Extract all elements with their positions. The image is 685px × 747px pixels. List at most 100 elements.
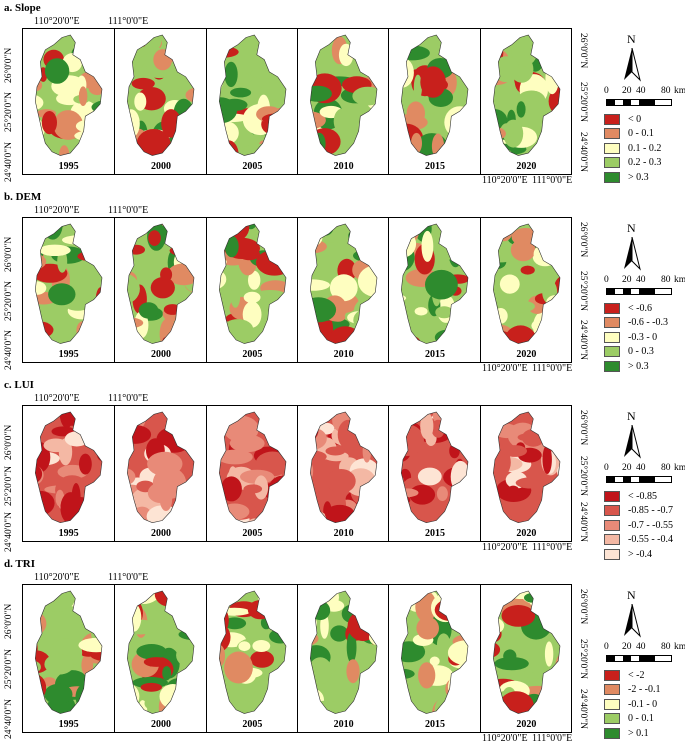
scale-bar-graphic <box>606 655 672 662</box>
map-1 <box>127 223 195 344</box>
map-cell-2000: 2000 <box>114 585 206 732</box>
legend-swatch <box>604 548 620 560</box>
legend-label: < 0 <box>628 113 642 125</box>
legend-label: > -0.4 <box>628 548 652 560</box>
legend-swatch <box>604 490 620 502</box>
year-label: 2000 <box>150 719 171 730</box>
north-arrow-icon <box>624 237 641 271</box>
legend-item: 0 - 0.1 <box>604 127 661 142</box>
lat-label-right: 24°40'0"N <box>578 501 588 542</box>
scale-label: 40 <box>636 642 646 652</box>
year-label: 2005 <box>242 528 263 539</box>
year-label: 1995 <box>58 349 79 360</box>
lat-label-right: 24°40'0"N <box>578 319 588 360</box>
map-cell-2015: 2015 <box>388 585 480 732</box>
year-label: 2020 <box>516 528 537 539</box>
lon-label-west: 110°20'0"E <box>34 205 80 216</box>
map-cell-1995: 1995 <box>23 218 114 362</box>
panel-title: a. Slope <box>4 2 41 14</box>
legend-swatch <box>604 505 620 517</box>
map-cell-2020: 2020 <box>479 585 572 732</box>
legend-swatch <box>604 713 620 725</box>
scale-label: km <box>674 86 685 96</box>
legend-item: -2 - -0.1 <box>604 683 661 698</box>
lat-label-left: 26°0'0"N <box>4 603 14 639</box>
year-label: 2015 <box>424 349 445 360</box>
map-cell-2000: 2000 <box>114 29 206 174</box>
scale-label: 0 <box>604 642 609 652</box>
scale-label: 0 <box>604 463 609 473</box>
legend-item: > 0.3 <box>604 359 668 374</box>
lon-label-west-bottom: 110°20'0"E <box>482 175 528 186</box>
legend-label: -0.3 - 0 <box>628 331 658 343</box>
map-cell-2010: 2010 <box>297 585 389 732</box>
panel-2: c. LUI 110°20'0"E 111°0'0"E 1995 2000 2005 201… <box>0 377 685 560</box>
map-cell-2010: 2010 <box>297 29 389 174</box>
legend-swatch <box>604 157 620 169</box>
legend-item: < -0.85 <box>604 489 673 504</box>
map-5 <box>492 590 560 714</box>
lat-label-right: 26°0'0"N <box>578 32 588 69</box>
lon-label-west-bottom: 110°20'0"E <box>482 363 528 374</box>
map-cell-2010: 2010 <box>297 406 389 541</box>
scale-label: 80 <box>661 642 671 652</box>
legend-swatch <box>604 128 620 140</box>
scale-label: 40 <box>636 86 646 96</box>
panel-title: c. LUI <box>4 379 34 391</box>
legend-swatch <box>604 534 620 546</box>
year-label: 2000 <box>150 349 171 360</box>
legend-label: -0.55 - -0.4 <box>628 534 673 546</box>
legend-label: -2 - -0.1 <box>628 684 661 696</box>
map-4 <box>401 223 469 344</box>
legend-swatch <box>604 519 620 531</box>
map-5 <box>492 411 560 524</box>
north-letter: N <box>627 221 636 235</box>
legend-swatch <box>604 669 620 681</box>
map-5 <box>492 223 560 344</box>
lat-label-right: 26°0'0"N <box>578 588 588 625</box>
legend-swatch <box>604 727 620 739</box>
legend-item: -0.85 - -0.7 <box>604 504 673 519</box>
panel-title: d. TRI <box>4 558 35 570</box>
scale-bar-graphic <box>606 99 672 106</box>
map-cell-2005: 2005 <box>205 29 298 174</box>
lat-label-left: 24°40'0"N <box>4 698 14 739</box>
scale-label: 20 <box>622 86 632 96</box>
legend-swatch <box>604 171 620 183</box>
legend: < -0.85 -0.85 - -0.7 -0.7 - -0.55 -0.55 - -… <box>604 489 673 562</box>
year-label: 2010 <box>333 528 354 539</box>
legend-label: 0 - 0.1 <box>628 128 654 140</box>
legend-label: -0.85 - -0.7 <box>628 505 673 517</box>
map-3 <box>309 411 378 524</box>
legend-item: < -2 <box>604 668 661 683</box>
map-cell-2005: 2005 <box>205 406 298 541</box>
map-4 <box>401 34 469 156</box>
scale-bar: 0 20 40 80 km <box>604 642 685 664</box>
legend-item: -0.7 - -0.55 <box>604 518 673 533</box>
legend-swatch <box>604 346 620 358</box>
map-1 <box>127 590 195 714</box>
scale-bar-graphic <box>606 476 672 483</box>
map-1 <box>127 411 195 524</box>
panel-0: a. Slope 110°20'0"E 111°0'0"E 1995 2000 2005 2… <box>0 0 685 189</box>
scale-label: 80 <box>661 86 671 96</box>
legend: < -2 -2 - -0.1 -0.1 - 0 0 - 0.1 > 0.1 <box>604 668 661 741</box>
legend: < -0.6 -0.6 - -0.3 -0.3 - 0 0 - 0.3 > 0.3 <box>604 301 668 374</box>
map-cell-2020: 2020 <box>479 406 572 541</box>
map-cell-2020: 2020 <box>479 29 572 174</box>
year-label: 2010 <box>333 349 354 360</box>
north-letter: N <box>627 588 636 602</box>
legend-swatch <box>604 331 620 343</box>
year-label: 2020 <box>516 349 537 360</box>
year-label: 2010 <box>333 719 354 730</box>
scale-bar: 0 20 40 80 km <box>604 463 685 485</box>
map-cell-2000: 2000 <box>114 406 206 541</box>
lon-label-east-bottom: 111°0'0"E <box>532 363 573 374</box>
scale-label: 20 <box>622 642 632 652</box>
legend-label: 0.2 - 0.3 <box>628 157 662 169</box>
year-label: 2015 <box>424 719 445 730</box>
lat-label-right: 24°40'0"N <box>578 131 588 172</box>
lat-label-right: 25°20'0"N <box>578 455 588 496</box>
year-label: 1995 <box>58 719 79 730</box>
year-label: 2000 <box>150 161 171 172</box>
